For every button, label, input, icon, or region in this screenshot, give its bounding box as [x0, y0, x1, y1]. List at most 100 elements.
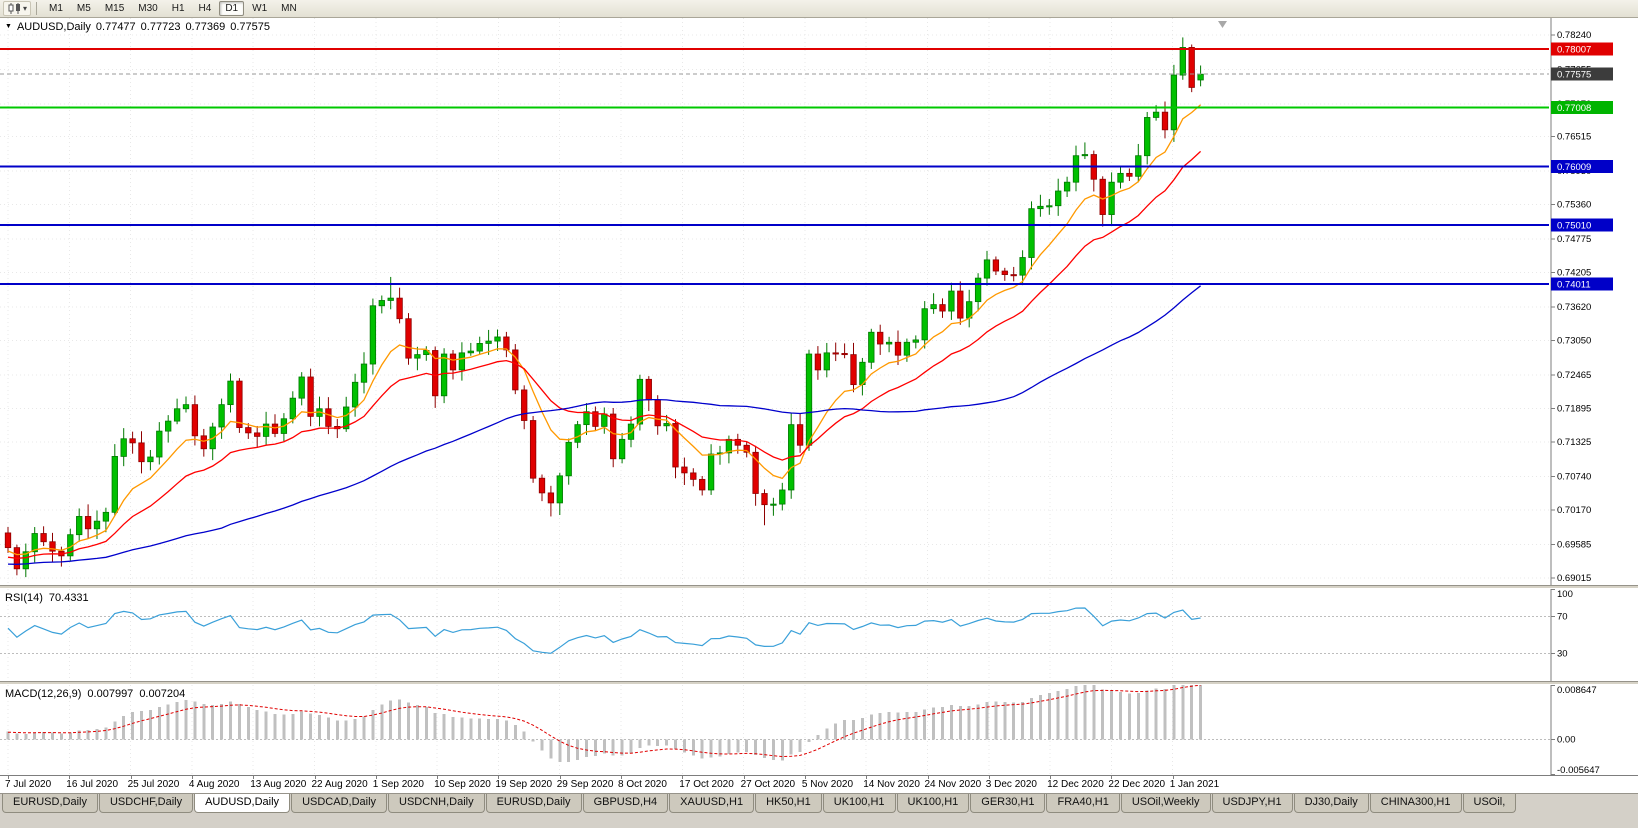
timeframe-button-m15[interactable]: M15 — [104, 3, 125, 14]
time-tick — [621, 776, 622, 779]
price-chart-canvas[interactable]: 0.782400.776550.770700.765150.759300.753… — [0, 18, 1638, 585]
resistance-line-badge-text: 0.78007 — [1557, 44, 1591, 55]
time-axis-label: 8 Oct 2020 — [618, 779, 667, 790]
time-axis-label: 10 Sep 2020 — [434, 779, 491, 790]
macd-grid — [0, 685, 1551, 775]
rsi-canvas[interactable]: 100 70 30 — [0, 589, 1638, 681]
chart-shift-marker[interactable] — [1218, 21, 1227, 28]
chart-tab-gbpusd-h4[interactable]: GBPUSD,H4 — [582, 794, 669, 813]
horizontal-line-objects — [0, 47, 1549, 285]
support-line-badge-text: 0.77008 — [1557, 103, 1591, 114]
macd-tick-label: 0.00 — [1557, 734, 1576, 745]
level-line-badge-text: 0.74011 — [1557, 279, 1591, 290]
chart-tab-uk100-h1[interactable]: UK100,H1 — [822, 794, 896, 813]
time-tick — [804, 776, 806, 779]
time-axis-label: 1 Jan 2021 — [1169, 779, 1220, 790]
macd-panel: 0.008647 0.00 -0.005647 MACD(12,26,9) 0.00… — [0, 685, 1638, 775]
time-tick — [1050, 776, 1052, 779]
time-tick — [1111, 776, 1113, 779]
moving-average-20 — [7, 150, 1202, 559]
time-tick — [437, 776, 439, 779]
time-axis[interactable]: 7 Jul 2020 16 Jul 2020 25 Jul 2020 4 Aug 20… — [0, 775, 1638, 793]
time-tick — [498, 776, 500, 779]
chart-tab-usdcad-daily[interactable]: USDCAD,Daily — [291, 794, 388, 813]
chart-tab-usdjpy-h1[interactable]: USDJPY,H1 — [1211, 794, 1293, 813]
time-tick — [8, 776, 9, 779]
chart-tab-usoil-weekly[interactable]: USOil,Weekly — [1120, 794, 1211, 813]
chart-tab-usoil[interactable]: USOil, — [1462, 794, 1517, 813]
rsi-tick-label: 100 — [1557, 589, 1573, 600]
time-axis-label: 4 Aug 2020 — [188, 779, 240, 790]
chart-tab-fra40-h1[interactable]: FRA40,H1 — [1046, 794, 1120, 813]
chart-tab-eurusd-daily[interactable]: EURUSD,Daily — [2, 794, 98, 813]
time-axis-label: 24 Nov 2020 — [924, 779, 982, 790]
timeframe-button-h1[interactable]: H1 — [171, 3, 185, 14]
panel-resize-handle[interactable] — [0, 681, 1638, 685]
price-tick-label: 0.73620 — [1557, 302, 1591, 313]
timeframe-button-d1[interactable]: D1 — [219, 1, 245, 16]
resistance-line-badge — [1551, 42, 1613, 56]
rsi-tick-label: 70 — [1557, 612, 1568, 623]
chart-tab-xauusd-h1[interactable]: XAUUSD,H1 — [669, 794, 755, 813]
level-line-badge-text: 0.75010 — [1557, 221, 1591, 232]
time-tick — [253, 776, 255, 779]
timeframe-button-m1[interactable]: M1 — [49, 3, 63, 14]
level-line-badge — [1551, 159, 1613, 173]
rsi-axis[interactable]: 100 70 30 — [1550, 589, 1638, 681]
level-line-badge — [1551, 218, 1613, 232]
timeframe-button-m30[interactable]: M30 — [138, 3, 158, 14]
price-axis[interactable]: 0.782400.776550.770700.765150.759300.753… — [1550, 18, 1638, 585]
timeframe-button-mn[interactable]: MN — [281, 3, 297, 14]
time-axis-label: 13 Aug 2020 — [250, 779, 307, 790]
chart-tab-audusd-daily[interactable]: AUDUSD,Daily — [194, 794, 291, 813]
chart-tab-eurusd-daily[interactable]: EURUSD,Daily — [485, 794, 582, 813]
time-tick — [743, 776, 745, 779]
chart-tab-ger30-h1[interactable]: GER30,H1 — [970, 794, 1046, 813]
time-axis-label: 3 Dec 2020 — [985, 779, 1037, 790]
chart-tab-china300-h1[interactable]: CHINA300,H1 — [1369, 794, 1462, 813]
chart-tab-bar: EURUSD,Daily USDCHF,Daily AUDUSD,Daily USDC… — [0, 793, 1638, 828]
time-axis-label: 25 Jul 2020 — [127, 779, 180, 790]
chart-tab-usdcnh-daily[interactable]: USDCNH,Daily — [388, 794, 485, 813]
macd-axis[interactable]: 0.008647 0.00 -0.005647 — [1550, 685, 1638, 775]
grid — [0, 18, 1551, 585]
chart-tab-uk100-h1[interactable]: UK100,H1 — [896, 794, 970, 813]
price-tick-label: 0.69015 — [1557, 573, 1591, 584]
time-axis-label: 7 Jul 2020 — [5, 779, 52, 790]
time-axis-label: 17 Oct 2020 — [679, 779, 734, 790]
chart-tab-hk50-h1[interactable]: HK50,H1 — [755, 794, 822, 813]
chart-type-button[interactable]: ▾ — [3, 1, 32, 16]
moving-average-55 — [7, 285, 1201, 565]
price-tick-label: 0.72465 — [1557, 370, 1591, 381]
price-tick-label: 0.75360 — [1557, 200, 1591, 211]
rsi-tick-label: 30 — [1557, 648, 1568, 659]
panel-resize-handle[interactable] — [0, 585, 1638, 589]
chevron-down-icon: ▾ — [23, 4, 28, 13]
macd-signal-line — [7, 685, 1201, 758]
timeframe-button-h4[interactable]: H4 — [198, 3, 212, 14]
price-tick-label: 0.78240 — [1557, 30, 1591, 41]
price-tick-label: 0.73050 — [1557, 335, 1591, 346]
macd-tick-label: 0.008647 — [1557, 685, 1597, 696]
time-axis-label: 27 Oct 2020 — [740, 779, 796, 790]
chart-tab-dj30-daily[interactable]: DJ30,Daily — [1293, 794, 1369, 813]
time-axis-label: 14 Nov 2020 — [863, 779, 920, 790]
price-tick-label: 0.71325 — [1557, 437, 1591, 448]
time-tick — [130, 776, 132, 779]
candles — [4, 37, 1204, 578]
timeframe-button-w1[interactable]: W1 — [252, 3, 268, 14]
time-axis-label: 22 Dec 2020 — [1108, 779, 1166, 790]
price-tick-label: 0.71895 — [1557, 403, 1591, 414]
rsi-line — [7, 607, 1201, 654]
main-chart-panel: 0.782400.776550.770700.765150.759300.753… — [0, 18, 1638, 585]
macd-histogram — [6, 685, 1203, 763]
candlestick-icon — [8, 3, 20, 14]
rsi-grid — [0, 589, 1551, 681]
time-axis-label: 22 Aug 2020 — [311, 779, 368, 790]
chart-tab-usdchf-daily[interactable]: USDCHF,Daily — [98, 794, 194, 813]
macd-canvas[interactable]: 0.008647 0.00 -0.005647 — [0, 685, 1638, 775]
current-price-badge — [1551, 67, 1613, 81]
price-tick-label: 0.69585 — [1557, 539, 1591, 550]
timeframe-button-m5[interactable]: M5 — [76, 3, 91, 14]
level-line-badge — [1551, 277, 1613, 291]
